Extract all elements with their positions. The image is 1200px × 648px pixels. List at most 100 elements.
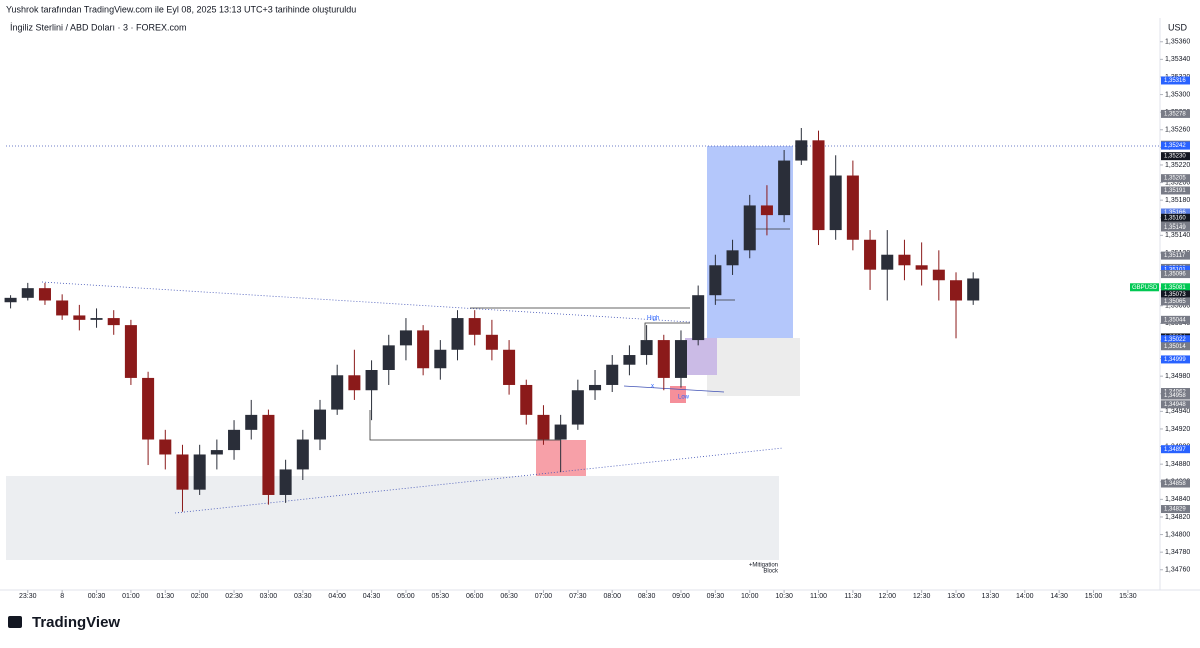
candle-body: [485, 334, 498, 350]
price-label-text: 1,35022: [1164, 337, 1186, 343]
price-label: [1161, 315, 1190, 324]
x-tick-label: 03:30: [294, 593, 312, 600]
y-tick-label: 1,34760: [1165, 567, 1190, 574]
candle-body: [657, 340, 670, 378]
candle-body: [279, 469, 292, 495]
y-tick-label: 1,34820: [1165, 514, 1190, 521]
x-tick-label: 04:30: [363, 593, 381, 600]
symbol-tag: [1130, 283, 1159, 292]
candle-body: [331, 375, 344, 410]
zone: [707, 338, 800, 396]
symbol-line: İngiliz Sterlini / ABD Doları · 3 · FORE…: [10, 22, 187, 32]
candle-body: [674, 340, 687, 378]
structure-line: [623, 385, 725, 393]
x-tick-label: 05:00: [397, 593, 415, 600]
price-label-text: 1,35096: [1164, 272, 1186, 278]
x-tick-label: 07:00: [535, 593, 553, 600]
price-label: [1161, 76, 1190, 85]
candle-body: [898, 254, 911, 266]
y-tick-label: 1,35260: [1165, 127, 1190, 134]
candle-body: [932, 269, 945, 281]
x-tick-label: 05:30: [432, 593, 450, 600]
price-label-text: 1,34958: [1164, 393, 1186, 399]
price-label: [1161, 223, 1190, 232]
candle-body: [949, 280, 963, 301]
x-tick-label: 13:00: [947, 593, 965, 600]
price-label-text: 1,35073: [1164, 292, 1186, 298]
annotation: +Mitigation: [749, 563, 778, 569]
price-label: [1161, 109, 1190, 118]
y-tick-label: 1,34800: [1165, 531, 1190, 538]
price-label-text: 1,35191: [1164, 188, 1186, 194]
candle-body: [778, 160, 791, 216]
x-tick-label: 11:30: [844, 593, 861, 600]
brand[interactable]: TradingView: [32, 614, 120, 631]
logo: [8, 616, 22, 628]
price-label: [1161, 265, 1190, 274]
candle-body: [760, 205, 773, 216]
price-label-text: 1,35014: [1164, 344, 1186, 350]
price-label-text: 1,34829: [1164, 507, 1186, 513]
candle-body: [21, 288, 34, 298]
price-label: [1161, 141, 1190, 150]
structure-line: [644, 322, 690, 340]
price-label: [1161, 391, 1190, 400]
x-tick-label: 23:30: [19, 593, 37, 600]
candle-body: [554, 424, 567, 440]
y-tick-label: 1,34980: [1165, 373, 1190, 380]
x-tick-label: 08:30: [638, 593, 656, 600]
y-tick-label: 1,35220: [1165, 162, 1190, 169]
currency[interactable]: USD: [1168, 22, 1188, 32]
price-label-text: 1,35065: [1164, 299, 1186, 305]
candle-body: [262, 414, 275, 495]
x-tick-label: 03:00: [260, 593, 278, 600]
candle-body: [124, 325, 137, 378]
price-label-text: 1,35044: [1164, 317, 1186, 323]
y-tick-label: 1,35180: [1165, 197, 1190, 204]
candle-body: [417, 330, 430, 369]
x-tick-label: 12:30: [913, 593, 931, 600]
candle-body: [348, 375, 361, 391]
candle-body: [210, 450, 223, 455]
x-tick-label: 00:30: [88, 593, 106, 600]
annotation: High: [647, 316, 659, 322]
x-tick-label: 15:30: [1119, 593, 1137, 600]
price-label: [1161, 445, 1190, 454]
x-tick-label: 04:00: [328, 593, 346, 600]
y-tick-label: 1,34920: [1165, 426, 1190, 433]
candle-body: [709, 265, 722, 296]
candle-body: [4, 297, 17, 303]
candle-body: [142, 377, 155, 440]
price-label: [1161, 186, 1190, 195]
candle-body: [38, 288, 51, 301]
x-tick-label: 01:30: [157, 593, 175, 600]
price-label-text: 1,35117: [1164, 253, 1186, 259]
x-tick-label: 15:00: [1085, 593, 1103, 600]
price-label: [1161, 290, 1190, 299]
price-label-text: 1,34999: [1164, 357, 1186, 363]
price-label: [1161, 335, 1190, 344]
annotation: Low: [678, 395, 690, 401]
author-line: Yushrok tarafından TradingView.com ile E…: [6, 4, 356, 14]
annotation: Block: [763, 569, 779, 575]
price-label: [1161, 174, 1190, 183]
y-tick-label: 1,34780: [1165, 549, 1190, 556]
candle-body: [365, 370, 378, 391]
x-tick-label: 11:00: [810, 593, 827, 600]
y-tick-label: 1,35060: [1165, 303, 1190, 310]
candle-body: [846, 175, 859, 240]
y-tick-label: 1,34940: [1165, 408, 1190, 415]
x-tick-label: 14:00: [1016, 593, 1034, 600]
candle-body: [313, 409, 327, 440]
candle-body: [881, 254, 894, 270]
price-label-text: 1,34897: [1164, 447, 1186, 453]
price-label-text: 1,35149: [1164, 225, 1186, 231]
candle-body: [864, 239, 877, 270]
y-tick-label: 1,35200: [1165, 179, 1190, 186]
candle-body: [915, 265, 928, 270]
price-label: [1161, 505, 1190, 514]
candle-body: [829, 175, 842, 231]
price-label: [1161, 152, 1190, 161]
candle-body: [228, 429, 241, 451]
y-tick-label: 1,35360: [1165, 39, 1190, 46]
